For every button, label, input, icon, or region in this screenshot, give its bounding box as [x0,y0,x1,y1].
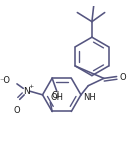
Text: O: O [14,106,20,115]
Text: N: N [23,87,29,96]
Text: O: O [119,73,126,82]
Text: OH: OH [50,93,63,102]
Text: ⁻O: ⁻O [0,76,11,85]
Text: NH: NH [83,93,96,102]
Text: Cl: Cl [51,92,59,101]
Text: +: + [28,84,33,89]
